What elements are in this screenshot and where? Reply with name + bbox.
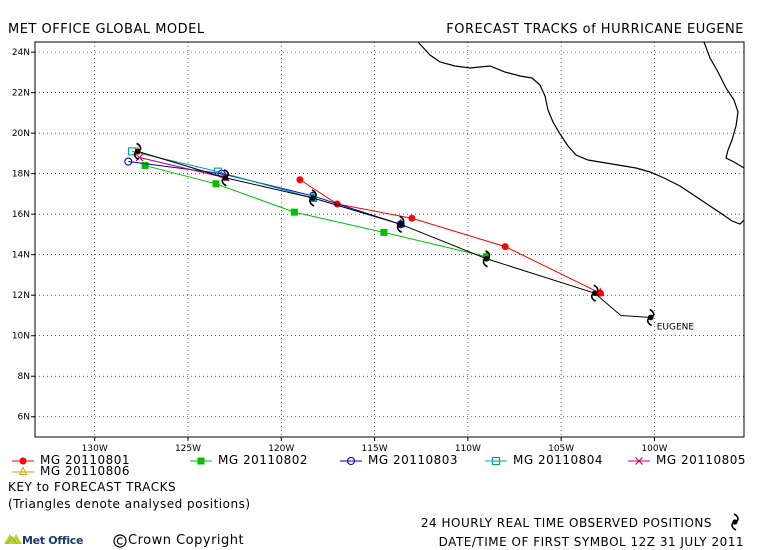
x-tick-label: 100W xyxy=(641,444,667,454)
hurricane-arm xyxy=(133,142,142,161)
x-tick-label: 120W xyxy=(268,444,294,454)
copyright-icon xyxy=(113,534,127,548)
plot-frame xyxy=(34,41,745,438)
legend-marker xyxy=(491,456,501,466)
legend-marker xyxy=(635,457,643,465)
y-tick-label: 16N xyxy=(12,210,30,220)
hurricane-eye xyxy=(310,195,316,201)
met-office-logo-icon xyxy=(4,534,22,545)
legend-label: MG 20110805 xyxy=(656,453,747,467)
hurricane-symbol-icon xyxy=(309,189,317,207)
y-tick-label: 14N xyxy=(12,251,30,261)
hurricane-symbol-icon xyxy=(590,284,599,302)
hurricane-arm xyxy=(221,169,230,187)
y-tick-label: 24N xyxy=(12,48,30,58)
hurricane-eye xyxy=(647,314,654,321)
y-tick-label: 6N xyxy=(18,413,30,423)
x-tick-label: 110W xyxy=(455,444,481,454)
series-point xyxy=(141,162,149,170)
series-point xyxy=(501,243,509,251)
series-point xyxy=(124,157,133,166)
series-point xyxy=(380,228,388,236)
y-axis: 6N 8N 10N 12N 14N 16N 18N 20N 22N 24N xyxy=(12,48,35,423)
x-tick-label: 115W xyxy=(362,444,388,454)
observed-track: EUGENE xyxy=(133,142,695,332)
hurricane-eye xyxy=(483,255,490,262)
hurricane-eye xyxy=(134,148,141,155)
legend-label: MG 20110806 xyxy=(40,464,131,478)
hurricane-symbol-icon xyxy=(646,308,655,327)
legend-marker xyxy=(19,457,27,465)
y-tick-label: 22N xyxy=(12,89,30,99)
series-point xyxy=(290,208,298,216)
key-heading: KEY to FORECAST TRACKS xyxy=(8,480,177,494)
series-line xyxy=(299,179,601,294)
met-office-logo-text: Met Office xyxy=(22,534,84,547)
series-line xyxy=(139,156,226,179)
y-tick-label: 18N xyxy=(12,170,30,180)
y-tick-label: 10N xyxy=(12,332,30,342)
legend xyxy=(12,456,650,475)
y-tick-label: 8N xyxy=(18,372,30,382)
hurricane-symbol-icon xyxy=(221,169,230,187)
hurricane-eye xyxy=(222,174,229,181)
series-point xyxy=(135,153,144,162)
hurricane-arm xyxy=(646,308,655,327)
hurricane-symbol-icon xyxy=(482,250,491,268)
model-title: MET OFFICE GLOBAL MODEL xyxy=(8,22,205,37)
hurricane-symbol-icon xyxy=(133,142,142,161)
y-tick-label: 20N xyxy=(12,129,30,139)
series-point xyxy=(296,176,304,184)
hurricane-symbol-icon xyxy=(396,215,405,234)
hurricane-eye xyxy=(397,221,404,228)
legend-label: MG 20110804 xyxy=(513,453,604,467)
hurricane-arm xyxy=(396,215,405,234)
legend-marker xyxy=(346,456,356,466)
coastline-path xyxy=(417,41,745,225)
legend-label: MG 20110803 xyxy=(368,453,459,467)
legend-marker xyxy=(18,466,28,475)
series-point xyxy=(212,180,220,188)
series-line xyxy=(128,161,401,225)
hurricane-arm xyxy=(590,284,599,302)
grid xyxy=(35,42,744,437)
x-axis: 130W 125W 120W 115W 110W 105W 100W xyxy=(82,437,668,454)
key-note: (Triangles denote analysed positions) xyxy=(8,497,251,511)
hurricane-eye xyxy=(591,290,598,296)
hurricane-symbol-icon xyxy=(731,513,739,531)
x-tick-label: 125W xyxy=(175,444,201,454)
hurricane-arm xyxy=(482,250,491,268)
x-tick-label: 105W xyxy=(548,444,574,454)
legend-label: MG 20110802 xyxy=(218,453,309,467)
legend-marker xyxy=(197,457,205,465)
analysed-triangle xyxy=(596,287,605,297)
coastline xyxy=(417,41,745,225)
copyright-text: Crown Copyright xyxy=(128,533,245,548)
y-tick-label: 12N xyxy=(12,291,30,301)
observed-positions-label: 24 HOURLY REAL TIME OBSERVED POSITIONS xyxy=(420,516,712,530)
series-line xyxy=(144,165,487,258)
legend-label: MG 20110801 xyxy=(40,453,131,467)
x-tick-label: 130W xyxy=(82,444,108,454)
series-point xyxy=(408,214,416,222)
chart-title: FORECAST TRACKS of HURRICANE EUGENE xyxy=(446,22,744,37)
first-symbol-label: DATE/TIME OF FIRST SYMBOL 12Z 31 JULY 20… xyxy=(438,535,744,549)
storm-label: EUGENE xyxy=(657,322,695,332)
observed-line xyxy=(137,150,651,318)
hurricane-arm xyxy=(309,189,317,207)
